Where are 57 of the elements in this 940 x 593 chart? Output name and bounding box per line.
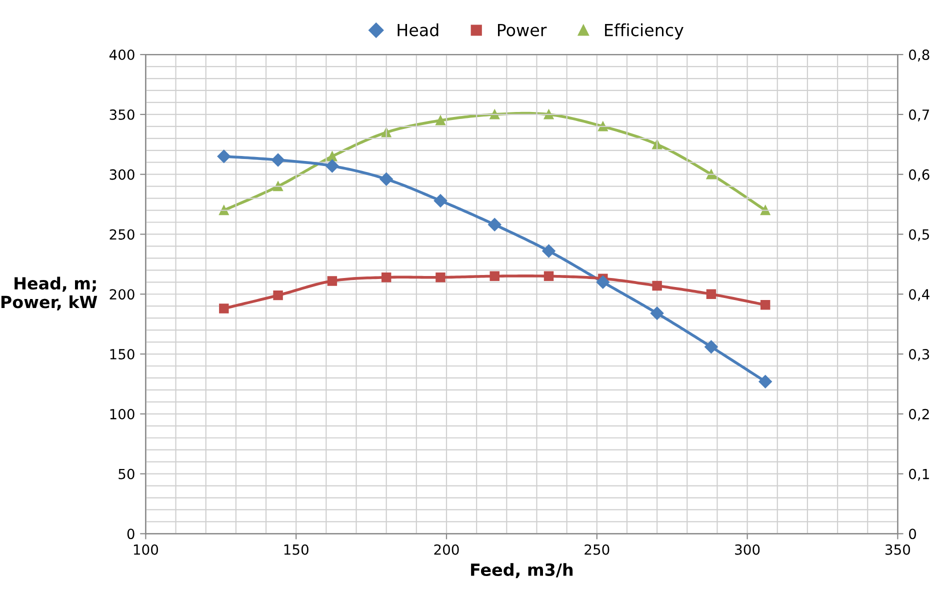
y-tick-label: 200	[110, 289, 134, 300]
y-tick-label: 400	[109, 50, 134, 60]
point	[434, 194, 448, 208]
y2-tick-label: 0,5	[909, 229, 929, 242]
y2-tick-label: 0,4	[909, 289, 930, 302]
point	[706, 289, 716, 299]
y-tick-label: 150	[110, 348, 134, 360]
x-tick-label: 150	[284, 544, 308, 555]
x-axis-title: Feed, m3/h	[471, 563, 573, 578]
point	[326, 159, 339, 173]
point	[758, 374, 772, 388]
point	[650, 306, 664, 320]
y-tick-label: 350	[110, 109, 134, 120]
y-axis-title: Head, m; Power, kW	[1, 276, 98, 310]
y2-tick-label: 0,1	[909, 468, 929, 481]
y2-tick-label: 0,6	[909, 169, 930, 182]
point	[380, 172, 393, 186]
point	[706, 169, 716, 180]
point	[436, 272, 446, 282]
x-tick-label: 250	[584, 544, 610, 555]
legend-label: Head	[398, 23, 438, 36]
point	[381, 272, 392, 282]
y2-tick-label: 0	[909, 528, 916, 540]
point	[488, 218, 502, 232]
y-tick-label: 250	[110, 229, 134, 240]
point	[217, 150, 230, 163]
point	[273, 290, 283, 300]
y2-tick-label: 0,8	[909, 50, 930, 62]
point	[544, 110, 554, 120]
point	[490, 110, 500, 120]
point	[704, 340, 718, 354]
y2-tick-label: 0,3	[909, 348, 930, 361]
y-tick-label: 300	[110, 169, 134, 180]
point	[544, 271, 554, 282]
x-tick-label: 300	[735, 544, 760, 555]
x-tick-label: 200	[434, 544, 459, 555]
y-tick-label: 0	[127, 528, 134, 540]
point	[652, 280, 662, 291]
point	[760, 300, 770, 310]
point	[542, 244, 556, 258]
point	[490, 271, 500, 282]
point	[596, 276, 610, 289]
y-tick-label: 50	[118, 468, 134, 480]
point	[598, 122, 608, 132]
x-tick-label: 100	[134, 544, 158, 555]
point	[271, 153, 285, 167]
legend-label: Efficiency	[605, 23, 684, 40]
point	[436, 116, 446, 126]
y2-tick-label: 0,2	[909, 408, 929, 421]
y2-tick-label: 0,7	[909, 109, 930, 122]
point	[327, 276, 338, 286]
y-tick-label: 100	[110, 408, 134, 420]
point	[327, 152, 338, 162]
legend-label: Power	[498, 24, 547, 36]
x-tick-label: 350	[886, 544, 910, 555]
point	[273, 181, 283, 192]
point	[219, 304, 229, 314]
